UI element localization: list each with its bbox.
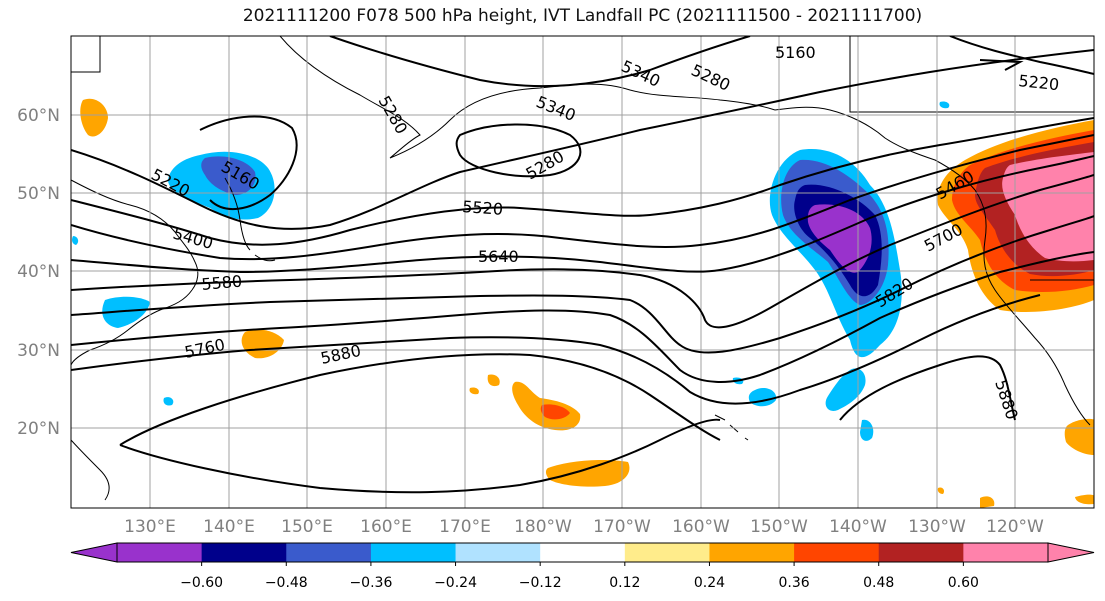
ivt-positive-region	[1075, 494, 1094, 505]
ivt-positive-region	[469, 387, 479, 395]
ivt-positive-region	[241, 329, 284, 359]
colorbar-tick-label: 0.36	[779, 575, 810, 591]
colorbar-extend-high	[1047, 542, 1095, 563]
latitude-tick-labels: 60°N 50°N 40°N 30°N 20°N	[17, 106, 60, 439]
lon-tick-label: 140°W	[829, 517, 887, 537]
colorbar-extend-low	[70, 542, 118, 563]
colorbar-tick-label: −0.36	[349, 575, 392, 591]
map-title: 2021111200 F078 500 hPa height, IVT Land…	[242, 6, 923, 26]
ivt-positive-region	[937, 487, 945, 494]
colorbar-tick-label: 0.48	[863, 575, 894, 591]
colorbar: −0.60 −0.48 −0.36 −0.24 −0.12 0.12 0.24 0.36 0.4…	[70, 542, 1095, 591]
contour-label: 5400	[171, 224, 215, 253]
contour-label: 5220	[1018, 71, 1060, 94]
colorbar-swatch	[709, 543, 795, 562]
coastlines	[71, 36, 1094, 501]
lon-tick-label: 150°W	[750, 517, 808, 537]
lon-tick-label: 170°W	[593, 517, 651, 537]
lon-tick-label: 170°E	[439, 517, 491, 537]
ivt-positive-region	[980, 496, 995, 508]
height-contours	[71, 36, 1094, 494]
colorbar-swatch	[455, 543, 541, 562]
colorbar-swatch	[370, 543, 457, 562]
contour-label: 5580	[201, 272, 243, 294]
lon-tick-label: 150°E	[281, 517, 333, 537]
ivt-positive-region	[545, 460, 630, 487]
colorbar-swatch	[286, 543, 372, 562]
ivt-negative-region	[939, 101, 950, 109]
contour-label: 5160	[775, 43, 816, 62]
contour-label: 5700	[921, 220, 966, 256]
contour-label: 5760	[183, 335, 227, 362]
ivt-negative-region	[102, 296, 150, 328]
colorbar-swatch	[963, 543, 1049, 562]
map-frame	[70, 35, 1095, 509]
ivt-negative-region	[201, 156, 256, 195]
lat-tick-label: 50°N	[17, 184, 60, 204]
contour-label: 5520	[462, 197, 504, 219]
lon-tick-label: 130°W	[908, 517, 966, 537]
lat-tick-label: 60°N	[17, 106, 60, 126]
ivt-negative-region	[807, 204, 872, 273]
colorbar-swatch	[878, 543, 964, 562]
colorbar-swatch	[201, 543, 287, 562]
contour-label: 5280	[688, 60, 733, 94]
lat-tick-label: 30°N	[17, 341, 60, 361]
lon-tick-label: 120°W	[986, 517, 1044, 537]
ivt-negative-region	[825, 368, 866, 411]
colorbar-swatch	[117, 543, 203, 562]
ivt-positive-region	[80, 98, 108, 137]
colorbar-tick-label: −0.48	[265, 575, 308, 591]
longitude-tick-labels: 130°E 140°E 150°E 160°E 170°E 180°W 170°…	[124, 517, 1044, 537]
contour-label: 5880	[991, 377, 1022, 422]
colorbar-tick-label: 0.12	[609, 575, 640, 591]
ivt-negative-region	[748, 388, 777, 407]
colorbar-tick-label: 0.60	[948, 575, 979, 591]
ivt-negative-region	[860, 419, 874, 441]
colorbar-frame	[116, 542, 1049, 563]
colorbar-tick-label: −0.24	[434, 575, 477, 591]
colorbar-tick-label: −0.60	[180, 575, 223, 591]
contour-label: 5640	[478, 247, 519, 266]
lat-tick-label: 40°N	[17, 262, 60, 282]
ivt-negative-region	[72, 236, 79, 245]
colorbar-tick-label: −0.12	[519, 575, 562, 591]
colorbar-swatch	[794, 543, 880, 562]
lat-tick-label: 20°N	[17, 419, 60, 439]
lon-tick-label: 160°E	[360, 517, 412, 537]
contour-label: 5340	[618, 56, 663, 90]
lon-tick-label: 160°W	[672, 517, 730, 537]
ivt-positive-region	[540, 404, 570, 420]
contour-label: 5340	[534, 92, 579, 125]
lon-tick-label: 140°E	[203, 517, 255, 537]
ivt-negative-region	[163, 397, 174, 406]
ivt-positive-region	[487, 374, 500, 387]
colorbar-tick-label: 0.24	[694, 575, 725, 591]
lon-tick-label: 130°E	[124, 517, 176, 537]
lon-tick-label: 180°W	[514, 517, 572, 537]
colorbar-swatch	[540, 543, 626, 562]
colorbar-swatch	[624, 543, 710, 562]
ivt-positive-region	[1002, 152, 1094, 262]
